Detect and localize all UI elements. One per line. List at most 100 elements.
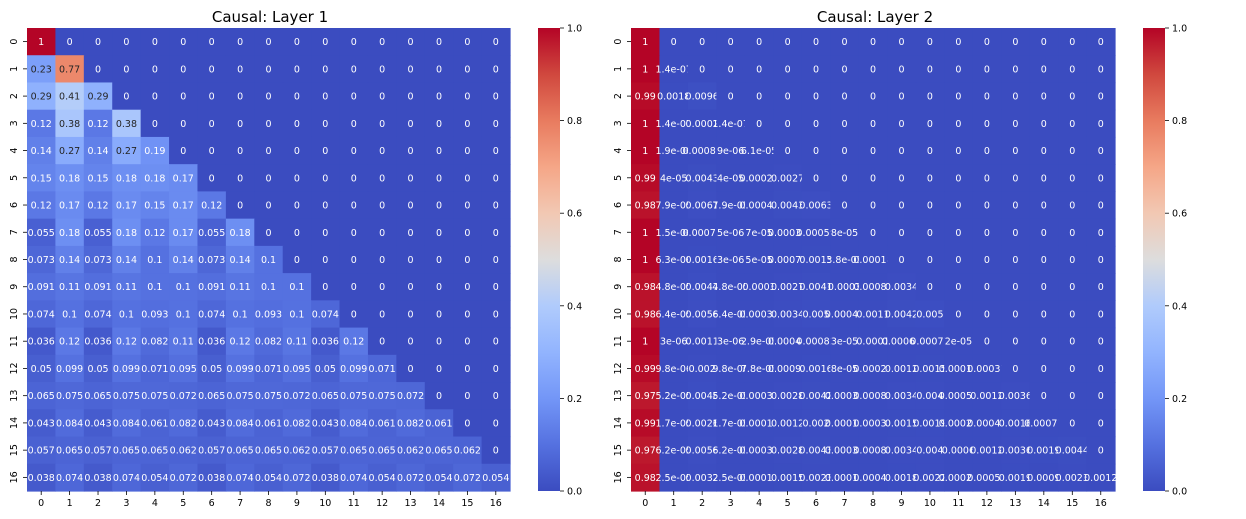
heatmap-cell-5-3: [716, 164, 746, 193]
heatmap-cell-14-0: [27, 409, 57, 438]
heatmap-cell-5-10: [311, 164, 341, 193]
heatmap-cell-4-11: [339, 136, 369, 165]
cell-label-3-3: 1.4e-07: [712, 119, 748, 130]
cell-label-0-0: 1: [38, 37, 44, 48]
heatmap-cell-11-3: [716, 327, 746, 356]
cell-label-10-5: 0.0034: [771, 309, 804, 320]
cell-label-10-0: 0.98: [635, 309, 656, 320]
cell-label-2-12: 0: [379, 92, 385, 103]
heatmap-cell-14-8: [858, 409, 888, 438]
heatmap-cell-1-11: [944, 55, 974, 84]
cell-label-16-2: 0.038: [84, 473, 111, 484]
cell-label-14-1: 0.084: [56, 418, 83, 429]
cell-label-4-12: 0: [379, 146, 385, 157]
heatmap-cell-10-2: [687, 300, 718, 329]
heatmap-cell-9-6: [197, 273, 227, 301]
heatmap-cell-3-2: [83, 109, 113, 138]
y-tick-label-2: 2: [613, 93, 624, 99]
heatmap-cell-2-9: [887, 82, 917, 111]
cell-label-16-1: 2.5e-05: [655, 473, 691, 484]
y-tick-label-7: 7: [613, 229, 624, 235]
heatmap-cell-8-4: [140, 245, 170, 274]
x-tick-label-1: 1: [67, 498, 73, 509]
heatmap-cell-9-8: [254, 273, 284, 301]
heatmap-cell-7-13: [1001, 218, 1031, 247]
cell-label-10-16: 0: [493, 309, 499, 320]
x-tick-label-4: 4: [756, 498, 762, 509]
cell-label-12-9: 0.095: [283, 364, 310, 375]
cell-label-12-1: 0.099: [56, 364, 83, 375]
heatmap-cell-15-8: [858, 436, 888, 465]
cell-label-1-10: 0: [927, 64, 933, 75]
heatmap-cell-4-15: [1058, 136, 1088, 165]
heatmap-cell-5-4: [744, 164, 774, 193]
heatmap-cell-1-4: [140, 55, 170, 84]
colorbar-tick-label-3: 0.6: [567, 209, 582, 220]
heatmap-cell-8-13: [1001, 245, 1031, 274]
heatmap-cell-1-9: [282, 55, 312, 84]
cell-label-5-5: 0.17: [173, 173, 194, 184]
heatmap-cell-10-4: [744, 300, 774, 329]
cell-label-5-16: 0: [493, 173, 499, 184]
cell-label-2-0: 0.29: [31, 92, 52, 103]
heatmap-cell-9-3: [112, 273, 142, 301]
cell-label-14-10: 0.043: [312, 418, 339, 429]
cell-label-14-9: 0.082: [283, 418, 310, 429]
cell-label-2-4: 0: [756, 92, 762, 103]
heatmap-cell-2-0: [27, 82, 57, 111]
cell-label-2-2: 0.0096: [686, 92, 719, 103]
heatmap-cell-15-12: [367, 436, 397, 465]
cell-label-9-6: 0.0041: [799, 282, 832, 293]
heatmap-cell-5-14: [424, 164, 454, 193]
cell-label-8-13: 0: [408, 255, 414, 266]
cell-label-8-4: 0.1: [147, 255, 162, 266]
cell-label-4-12: 0: [984, 146, 990, 157]
cell-label-5-10: 0: [927, 173, 933, 184]
heatmap-cell-15-5: [169, 436, 199, 465]
cell-label-3-4: 0: [152, 119, 158, 130]
heatmap-cell-10-11: [339, 300, 369, 329]
cell-label-2-5: 0: [180, 92, 186, 103]
heatmap-cell-11-13: [1001, 327, 1031, 356]
heatmap-cell-12-0: [631, 354, 661, 383]
cell-label-6-1: 7.9e-05: [655, 201, 691, 212]
heatmap-cell-1-14: [424, 55, 454, 84]
heatmap-cell-2-11: [944, 82, 974, 111]
heatmap-cell-4-8: [858, 136, 888, 165]
y-tick-label-8: 8: [613, 256, 624, 262]
heatmap-cell-14-11: [944, 409, 974, 438]
heatmap-cell-8-16: [1086, 245, 1116, 274]
heatmap-cell-2-9: [282, 82, 312, 111]
cell-label-1-2: 0: [95, 64, 101, 75]
cell-label-11-13: 0: [408, 337, 414, 348]
heatmap-cell-10-9: [282, 300, 312, 329]
cell-label-14-8: 0.061: [255, 418, 282, 429]
cell-label-5-10: 0: [322, 173, 328, 184]
cell-label-9-14: 0: [1041, 282, 1047, 293]
cell-label-7-6: 0.00059: [796, 228, 835, 239]
cell-label-16-6: 0.0023: [799, 473, 832, 484]
heatmap-cell-4-10: [311, 136, 341, 165]
cell-label-13-11: 0.075: [340, 391, 367, 402]
cell-label-11-16: 0: [1098, 337, 1104, 348]
heatmap-cell-10-11: [944, 300, 974, 329]
cell-label-6-11: 0: [955, 201, 961, 212]
cell-label-5-4: 0.18: [144, 173, 165, 184]
heatmap-cell-14-3: [112, 409, 142, 438]
cell-label-13-6: 0.065: [198, 391, 225, 402]
cell-label-5-1: 0.18: [59, 173, 80, 184]
heatmap-cell-5-13: [396, 164, 426, 193]
heatmap-cell-9-7: [830, 273, 860, 301]
cell-label-12-12: 0.071: [369, 364, 396, 375]
cell-label-4-16: 0: [1098, 146, 1104, 157]
cell-label-5-9: 0: [294, 173, 300, 184]
cell-label-8-8: 0.00018: [853, 255, 892, 266]
heatmap-cell-9-12: [367, 273, 397, 301]
heatmap-cell-10-15: [1058, 300, 1088, 329]
cell-label-9-6: 0.091: [198, 282, 225, 293]
heatmap-cell-9-6: [801, 273, 831, 301]
x-tick-label-14: 14: [433, 498, 445, 509]
cell-label-2-14: 0: [436, 92, 442, 103]
cell-label-5-2: 0.0043: [686, 173, 719, 184]
heatmap-cell-7-9: [282, 218, 312, 247]
